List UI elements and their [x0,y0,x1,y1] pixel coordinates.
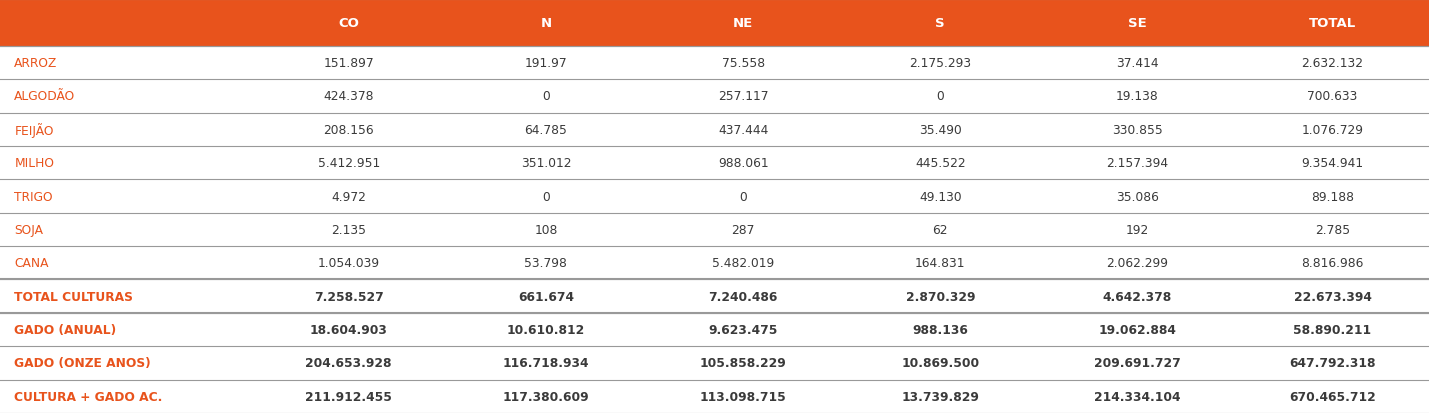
Text: 2.632.132: 2.632.132 [1302,57,1363,70]
Text: 19.138: 19.138 [1116,90,1159,103]
Text: 204.653.928: 204.653.928 [306,356,392,370]
Bar [0,0,1429,47]
Text: 0: 0 [542,90,550,103]
Bar [0,347,1429,380]
Text: 13.739.829: 13.739.829 [902,390,979,403]
Text: 700.633: 700.633 [1308,90,1358,103]
Text: 192: 192 [1126,223,1149,236]
Text: CO: CO [339,17,359,30]
Text: 5.412.951: 5.412.951 [317,157,380,170]
Text: 351.012: 351.012 [520,157,572,170]
Text: 117.380.609: 117.380.609 [503,390,589,403]
Text: FEIJÃO: FEIJÃO [14,123,54,138]
Text: 4.642.378: 4.642.378 [1103,290,1172,303]
Bar [0,380,1429,413]
Bar [0,280,1429,313]
Text: 9.354.941: 9.354.941 [1302,157,1363,170]
Text: 191.97: 191.97 [524,57,567,70]
Text: 105.858.229: 105.858.229 [700,356,786,370]
Text: 49.130: 49.130 [919,190,962,203]
Text: 209.691.727: 209.691.727 [1095,356,1180,370]
Text: 35.490: 35.490 [919,123,962,136]
Text: CANA: CANA [14,256,49,270]
Bar [0,147,1429,180]
Text: 4.972: 4.972 [332,190,366,203]
Text: 10.869.500: 10.869.500 [902,356,979,370]
Text: 2.062.299: 2.062.299 [1106,256,1169,270]
Text: 35.086: 35.086 [1116,190,1159,203]
Text: 287: 287 [732,223,755,236]
Text: 424.378: 424.378 [323,90,374,103]
Text: 445.522: 445.522 [915,157,966,170]
Text: 19.062.884: 19.062.884 [1099,323,1176,336]
Text: 437.444: 437.444 [717,123,769,136]
Text: SOJA: SOJA [14,223,43,236]
Text: TOTAL CULTURAS: TOTAL CULTURAS [14,290,133,303]
Bar [0,247,1429,280]
Text: 0: 0 [936,90,945,103]
Text: 1.076.729: 1.076.729 [1302,123,1363,136]
Text: TOTAL: TOTAL [1309,17,1356,30]
Text: 8.816.986: 8.816.986 [1302,256,1363,270]
Text: CULTURA + GADO AC.: CULTURA + GADO AC. [14,390,163,403]
Text: 89.188: 89.188 [1310,190,1355,203]
Text: SE: SE [1127,17,1147,30]
Text: 988.136: 988.136 [912,323,969,336]
Text: 2.157.394: 2.157.394 [1106,157,1169,170]
Text: 7.258.527: 7.258.527 [314,290,383,303]
Text: 113.098.715: 113.098.715 [700,390,786,403]
Text: 37.414: 37.414 [1116,57,1159,70]
Text: GADO (ANUAL): GADO (ANUAL) [14,323,116,336]
Text: 10.610.812: 10.610.812 [507,323,584,336]
Text: 661.674: 661.674 [517,290,574,303]
Text: 151.897: 151.897 [323,57,374,70]
Text: 330.855: 330.855 [1112,123,1163,136]
Text: 18.604.903: 18.604.903 [310,323,387,336]
Bar [0,180,1429,213]
Text: 988.061: 988.061 [717,157,769,170]
Text: 2.870.329: 2.870.329 [906,290,975,303]
Text: 62: 62 [933,223,947,236]
Text: GADO (ONZE ANOS): GADO (ONZE ANOS) [14,356,151,370]
Text: 58.890.211: 58.890.211 [1293,323,1372,336]
Text: 214.334.104: 214.334.104 [1095,390,1180,403]
Text: ARROZ: ARROZ [14,57,57,70]
Text: 2.175.293: 2.175.293 [909,57,972,70]
Text: 208.156: 208.156 [323,123,374,136]
Text: TRIGO: TRIGO [14,190,53,203]
Text: 5.482.019: 5.482.019 [712,256,775,270]
Text: 64.785: 64.785 [524,123,567,136]
Text: MILHO: MILHO [14,157,54,170]
Text: NE: NE [733,17,753,30]
Text: 9.623.475: 9.623.475 [709,323,777,336]
Text: N: N [540,17,552,30]
Text: 75.558: 75.558 [722,57,765,70]
Bar [0,47,1429,80]
Bar [0,113,1429,147]
Text: 211.912.455: 211.912.455 [306,390,392,403]
Text: 108: 108 [534,223,557,236]
Text: 2.135: 2.135 [332,223,366,236]
Text: 116.718.934: 116.718.934 [503,356,589,370]
Bar [0,213,1429,247]
Text: 0: 0 [542,190,550,203]
Text: 1.054.039: 1.054.039 [317,256,380,270]
Text: 53.798: 53.798 [524,256,567,270]
Bar [0,80,1429,113]
Text: S: S [936,17,945,30]
Text: 2.785: 2.785 [1315,223,1350,236]
Text: 257.117: 257.117 [717,90,769,103]
Text: 670.465.712: 670.465.712 [1289,390,1376,403]
Text: ALGODÃO: ALGODÃO [14,90,76,103]
Text: 22.673.394: 22.673.394 [1293,290,1372,303]
Text: 0: 0 [739,190,747,203]
Text: 7.240.486: 7.240.486 [709,290,777,303]
Bar [0,313,1429,347]
Text: 647.792.318: 647.792.318 [1289,356,1376,370]
Text: 164.831: 164.831 [915,256,966,270]
